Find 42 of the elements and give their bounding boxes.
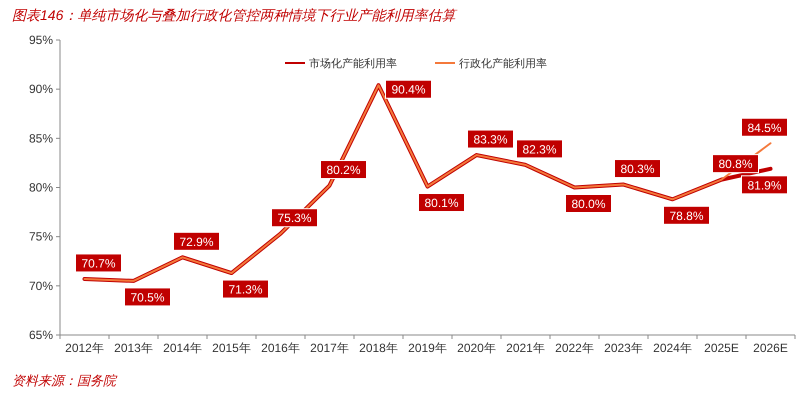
x-tick-label: 2016年 [261,341,300,355]
data-label: 78.8% [669,208,704,223]
data-label: 80.1% [424,196,459,210]
data-label: 82.3% [522,142,557,156]
y-tick-label: 85% [28,131,54,146]
y-tick-label: 90% [28,82,54,96]
data-label: 70.7% [81,256,116,270]
data-label: 84.5% [747,120,782,135]
x-tick-label: 2017年 [310,341,349,355]
text: 资料来源：国务院 [12,373,118,388]
data-label: 80.0% [571,197,606,211]
data-label: 72.9% [179,234,214,249]
data-label: 70.5% [130,290,165,304]
y-tick-label: 75% [28,230,54,244]
data-label: 71.3% [228,282,263,297]
data-label: 75.3% [277,211,312,226]
data-label: 80.2% [326,163,361,178]
y-tick-label: 80% [28,180,54,194]
chart-title: 图表146：单纯市场化与叠加行政化管控两种情境下行业产能利用率估算 [12,7,458,23]
x-tick-label: 2026E [753,341,788,355]
legend-label: 市场化产能利用率 [309,57,397,70]
data-label: 83.3% [473,132,508,147]
x-tick-label: 2013年 [114,341,153,355]
x-tick-label: 2019年 [408,341,447,355]
x-tick-label: 2020年 [457,341,496,355]
x-tick-label: 2015年 [212,341,251,355]
x-tick-label: 2021年 [506,341,545,355]
data-label: 81.9% [747,178,782,192]
legend-label: 行政化产能利用率 [459,57,547,70]
x-tick-label: 2025E [704,341,739,355]
x-tick-label: 2018年 [359,341,398,355]
x-tick-label: 2014年 [163,341,202,355]
y-tick-label: 65% [28,328,54,342]
data-label: 80.3% [620,162,655,176]
x-tick-label: 2023年 [604,341,643,355]
data-label: 80.8% [718,157,753,172]
y-tick-label: 70% [28,278,54,293]
x-tick-label: 2022年 [555,341,594,355]
data-label: 90.4% [391,82,426,97]
x-tick-label: 2024年 [653,341,692,355]
y-tick-label: 95% [28,33,54,47]
x-tick-label: 2012年 [65,341,104,355]
